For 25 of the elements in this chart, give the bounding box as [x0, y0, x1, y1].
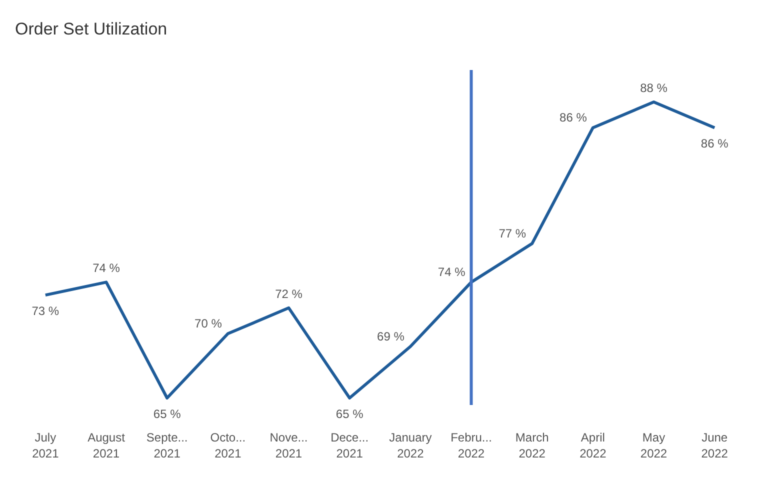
data-label: 86 % [700, 136, 729, 151]
x-tick-label: Dece... 2021 [330, 430, 369, 460]
x-tick-label: Septe... 2021 [146, 430, 188, 460]
x-tick-label: Febru... 2022 [450, 430, 492, 460]
x-tick-label: January 2022 [389, 430, 432, 460]
data-label: 65 % [153, 407, 182, 421]
x-tick-label: Octo... 2021 [210, 430, 246, 460]
data-label: 88 % [640, 81, 668, 95]
data-label: 74 % [438, 265, 466, 280]
data-label: 74 % [92, 261, 120, 276]
x-tick-label: April 2022 [580, 430, 607, 460]
x-tick-label: August 2021 [88, 430, 126, 460]
x-tick-label: Nove... 2021 [270, 430, 308, 460]
data-label: 65 % [336, 407, 364, 421]
data-label: 70 % [194, 316, 222, 331]
chart-title: Order Set Utilization [15, 20, 168, 38]
data-label: 72 % [275, 286, 303, 301]
x-tick-label: March 2022 [515, 430, 549, 460]
x-tick-label: July 2021 [32, 430, 60, 460]
data-label: 69 % [377, 330, 405, 344]
data-label: 73 % [32, 304, 60, 318]
x-tick-label: June 2022 [701, 430, 728, 460]
data-label: 77 % [498, 226, 526, 241]
data-label: 86 % [560, 110, 588, 125]
x-tick-label: May 2022 [640, 430, 668, 460]
